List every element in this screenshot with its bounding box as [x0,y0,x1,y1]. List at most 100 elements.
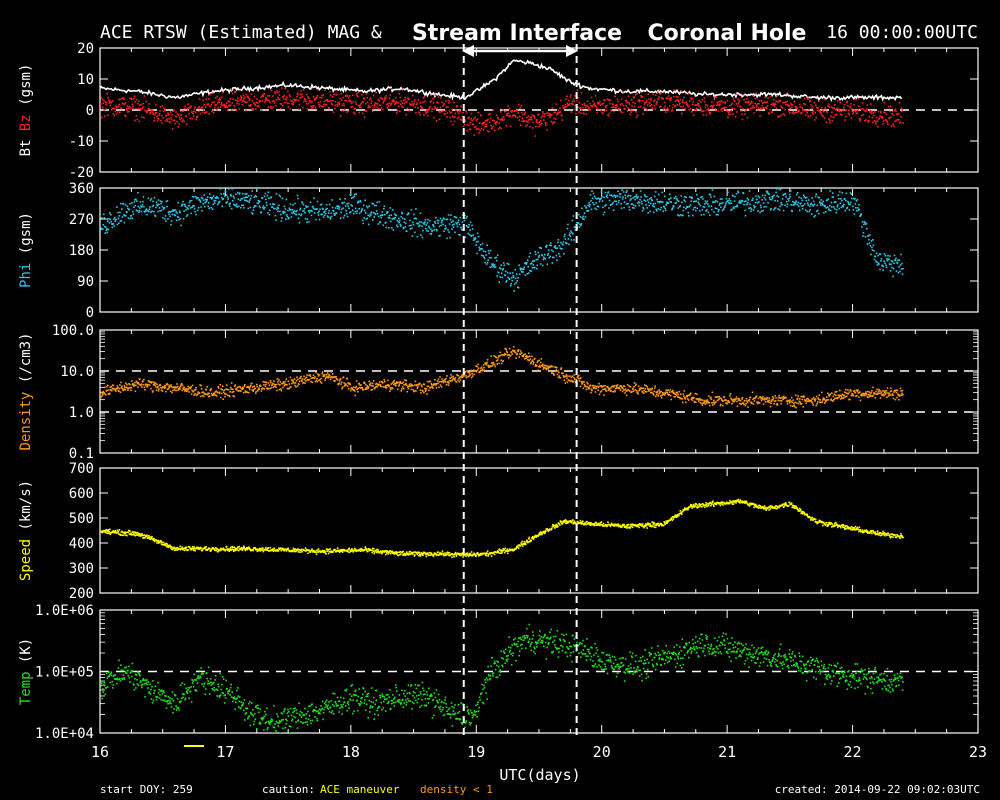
data-point-bz [211,101,213,104]
data-point-bz [544,122,547,125]
data-point-phi [890,263,892,266]
data-point-phi [172,209,174,211]
data-point-phi [826,199,829,201]
data-point-bz [877,110,880,113]
data-point-bz [280,103,283,105]
data-point-phi [293,209,296,212]
data-point-density [452,375,454,378]
data-point-bz [883,111,885,113]
data-point-phi [694,206,697,209]
y-axis-label-part: Phi [18,263,34,288]
data-point-density [638,389,640,392]
data-point-bz [866,108,868,110]
data-point-bz [360,94,363,96]
data-point-bz [197,110,200,113]
data-point-bz [855,112,858,115]
data-point-bz [428,107,431,110]
data-point-density [287,387,289,390]
data-point-phi [157,210,159,213]
data-point-bz [138,120,141,123]
data-point-bz [234,90,237,93]
data-point-phi [881,265,884,267]
data-point-bz [130,107,132,109]
data-point-bz [375,102,378,105]
data-point-bz [895,119,898,121]
data-point-bz [387,102,390,105]
data-point-bz [534,117,536,119]
data-point-phi [500,264,502,266]
data-point-phi [786,203,789,205]
data-point-density [578,374,580,377]
data-point-phi [308,221,310,223]
data-point-bz [408,110,411,112]
data-point-phi [283,205,286,208]
data-point-bz [258,105,260,107]
data-point-bz [637,100,639,102]
data-point-bz [669,98,672,100]
data-point-density [598,382,600,385]
data-point-bz [844,110,847,112]
data-point-bz [416,103,418,106]
data-point-phi [140,210,143,213]
data-point-phi [567,238,570,240]
data-point-density [563,379,566,381]
data-point-phi [339,198,341,200]
data-point-phi [295,210,297,213]
data-point-bz [788,112,791,114]
data-point-density [641,391,644,393]
data-point-phi [477,235,480,238]
data-point-bz [689,100,691,102]
data-point-bz [274,92,277,95]
data-point-bz [892,123,894,126]
data-point-density [248,391,250,394]
data-point-phi [891,260,894,263]
data-point-density [358,386,361,389]
data-point-phi [327,216,329,219]
data-point-bz [838,110,841,112]
data-point-density [556,373,559,376]
data-point-bz [121,97,123,100]
data-point-bz [801,107,803,109]
data-point-density [499,351,501,354]
data-point-phi [559,247,562,250]
data-point-phi [466,226,469,228]
data-point-phi [308,211,311,214]
data-point-density [711,402,713,404]
data-point-phi [691,197,693,200]
data-point-density [785,396,787,399]
data-point-phi [350,204,352,206]
data-point-density [216,391,219,393]
data-point-phi [660,201,663,203]
data-point-density [324,379,326,381]
data-point-density [674,393,676,395]
data-point-phi [332,210,335,212]
data-point-phi [103,213,105,216]
data-point-phi [176,212,178,214]
data-point-phi [588,205,591,208]
data-point-bz [514,116,517,118]
data-point-phi [647,212,649,214]
data-point-density [294,384,296,387]
data-point-density [786,402,789,405]
data-point-density [777,399,779,402]
data-point-phi [284,208,287,210]
data-point-phi [132,213,135,215]
data-point-phi [394,213,396,215]
data-point-bz [224,106,226,109]
data-point-bz [894,120,896,123]
data-point-density [373,387,376,390]
data-point-bz [425,110,428,112]
data-point-bz [545,122,548,124]
data-point-density [485,362,488,365]
data-point-bz [448,110,451,112]
data-point-phi [352,212,355,215]
data-point-phi [895,257,897,260]
data-point-bz [403,102,406,105]
data-point-phi [741,200,744,202]
data-point-density [567,375,569,377]
data-point-density [552,372,555,375]
data-point-density [309,375,312,378]
data-point-phi [431,229,434,232]
data-point-bz [580,112,582,114]
data-point-density [678,396,680,398]
